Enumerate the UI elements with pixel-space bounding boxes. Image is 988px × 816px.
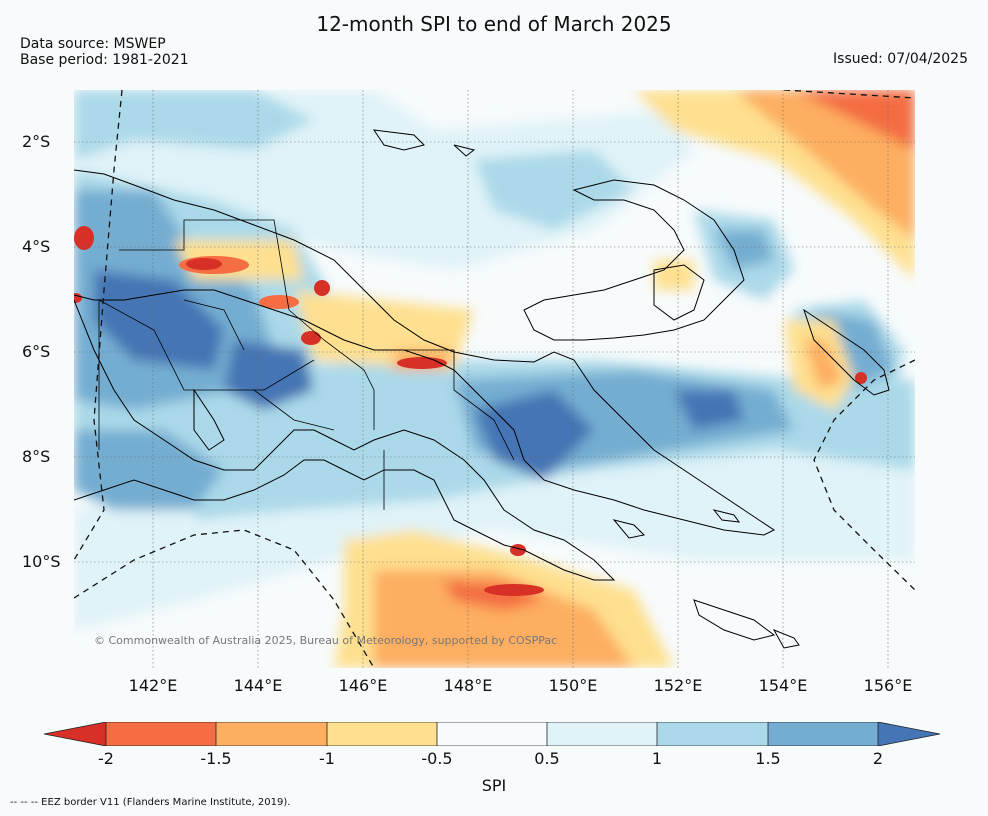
cb-bin-3 bbox=[327, 722, 437, 746]
copyright-credit: © Commonwealth of Australia 2025, Bureau… bbox=[94, 634, 558, 647]
lon-label-146e: 146°E bbox=[338, 676, 388, 695]
lat-label-8s: 8°S bbox=[22, 447, 51, 466]
spi-field bbox=[74, 90, 915, 668]
cb-bin-4 bbox=[437, 722, 547, 746]
eez-borders bbox=[74, 90, 915, 668]
lon-label-156e: 156°E bbox=[863, 676, 913, 695]
cb-bin-1 bbox=[106, 722, 216, 746]
spi-map-graphic bbox=[74, 90, 915, 668]
base-period-text: Base period: 1981-2021 bbox=[20, 52, 189, 68]
cb-tick-neg0-5: -0.5 bbox=[421, 749, 453, 768]
cb-tick-neg2: -2 bbox=[98, 749, 114, 768]
map-title: 12-month SPI to end of March 2025 bbox=[316, 12, 672, 36]
lat-label-6s: 6°S bbox=[22, 342, 51, 361]
issued-date: Issued: 07/04/2025 bbox=[833, 51, 968, 67]
colorbar-label: SPI bbox=[481, 776, 507, 795]
provincial-borders bbox=[98, 219, 515, 510]
lon-label-150e: 150°E bbox=[548, 676, 598, 695]
lat-label-4s: 4°S bbox=[22, 237, 51, 256]
lon-label-148e: 148°E bbox=[443, 676, 493, 695]
gridlines bbox=[74, 90, 915, 668]
cb-tick-neg1-5: -1.5 bbox=[200, 749, 232, 768]
metadata-left: Data source: MSWEP Base period: 1981-202… bbox=[20, 36, 189, 68]
cb-bin-7 bbox=[768, 722, 878, 746]
dry-hotspots bbox=[74, 226, 867, 596]
cb-bin-2 bbox=[216, 722, 327, 746]
spi-map bbox=[74, 90, 915, 668]
cb-extend-low bbox=[44, 722, 106, 746]
lon-label-152e: 152°E bbox=[653, 676, 703, 695]
lat-label-2s: 2°S bbox=[22, 132, 51, 151]
lon-label-144e: 144°E bbox=[233, 676, 283, 695]
cb-bin-5 bbox=[547, 722, 657, 746]
cb-tick-0-5: 0.5 bbox=[534, 749, 560, 768]
lon-label-154e: 154°E bbox=[758, 676, 808, 695]
spi-colorbar bbox=[44, 722, 940, 746]
cb-tick-neg1: -1 bbox=[319, 749, 335, 768]
lat-label-10s: 10°S bbox=[22, 552, 61, 571]
cb-tick-2: 2 bbox=[872, 749, 884, 768]
data-source-text: Data source: MSWEP bbox=[20, 36, 166, 52]
cb-extend-high bbox=[878, 722, 940, 746]
cb-tick-1: 1 bbox=[651, 749, 663, 768]
eez-footnote: -- -- -- EEZ border V11 (Flanders Marine… bbox=[10, 797, 291, 808]
coastlines bbox=[74, 129, 890, 649]
lon-label-142e: 142°E bbox=[128, 676, 178, 695]
cb-bin-6 bbox=[657, 722, 768, 746]
cb-tick-1-5: 1.5 bbox=[755, 749, 781, 768]
